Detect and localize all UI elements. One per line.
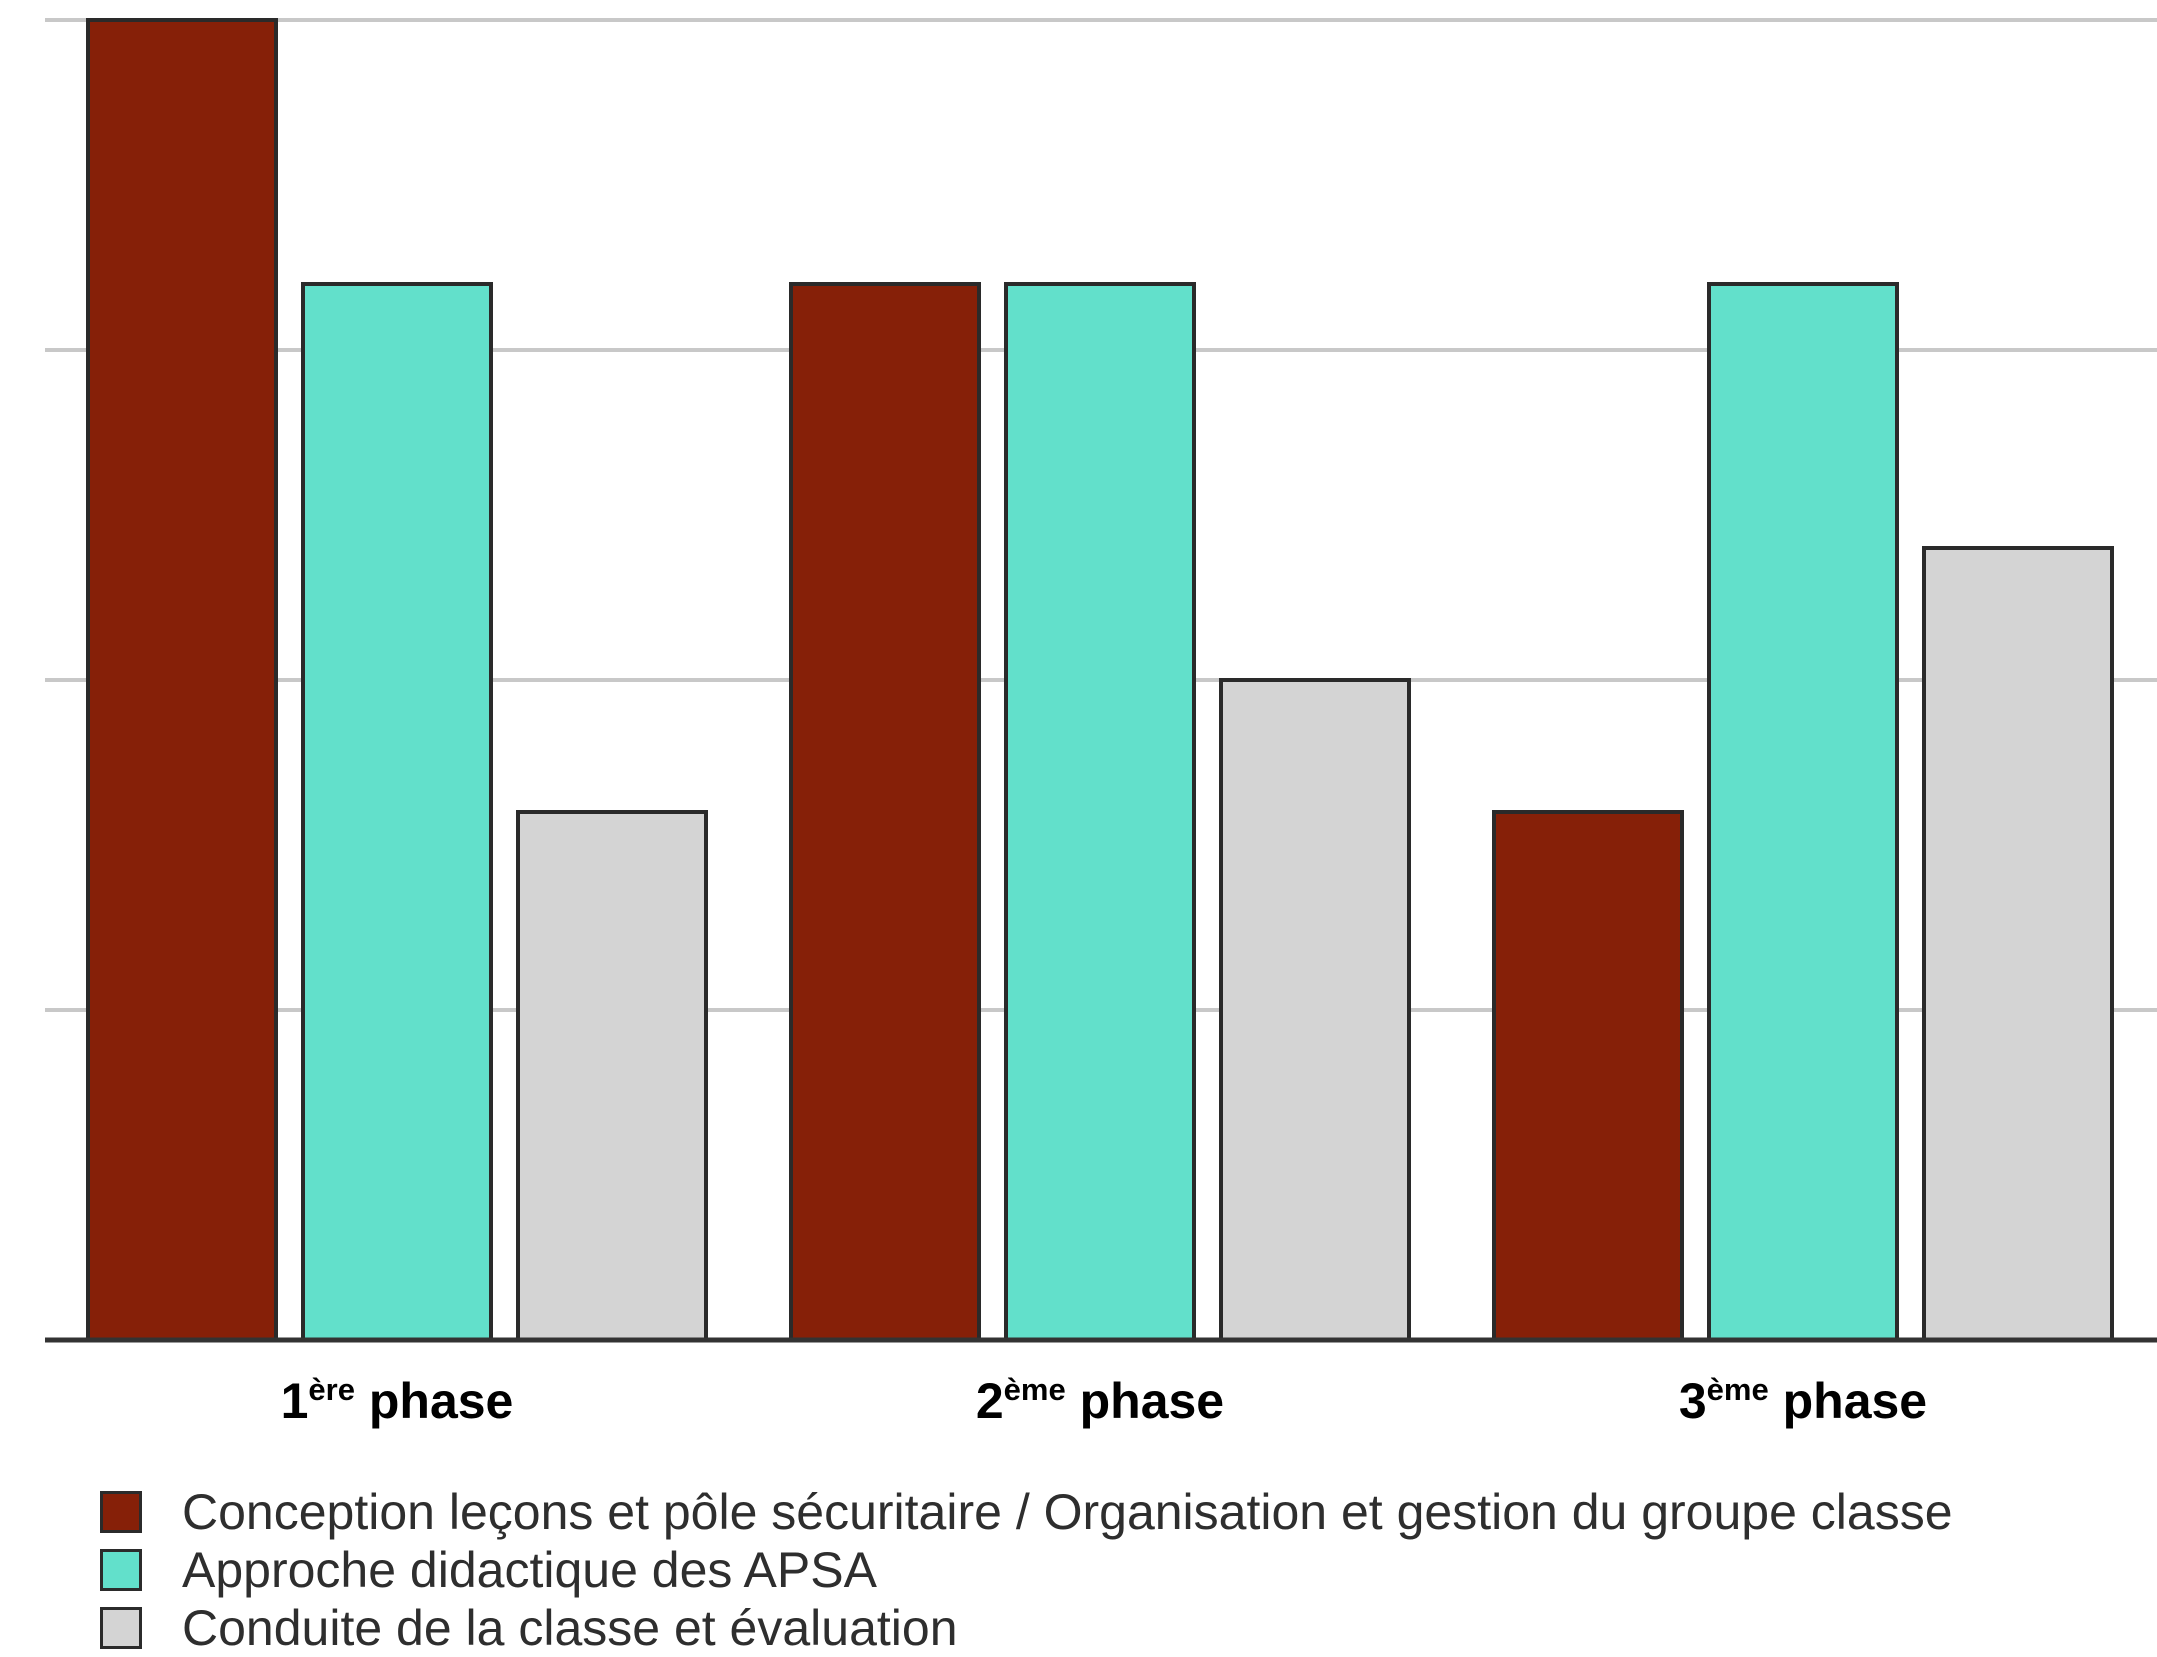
legend-item-3: Conduite de la classe et évaluation	[100, 1599, 1953, 1657]
bar-series3-3	[1922, 546, 2114, 1342]
bar-series2-2	[1004, 282, 1196, 1342]
legend-label-3: Conduite de la classe et évaluation	[182, 1600, 958, 1656]
bar-series3-2	[1219, 678, 1411, 1342]
legend-label-1: Conception leçons et pôle sécuritaire / …	[182, 1484, 1953, 1540]
legend-swatch-3	[100, 1607, 142, 1649]
bar-series1-1	[86, 18, 278, 1342]
legend-label-2: Approche didactique des APSA	[182, 1542, 877, 1598]
legend-swatch-1	[100, 1491, 142, 1533]
legend-item-2: Approche didactique des APSA	[100, 1541, 1953, 1599]
x-tick-label-2: 2ème phase	[976, 1372, 1224, 1429]
bar-series1-3	[1492, 810, 1684, 1342]
bar-series3-1	[516, 810, 708, 1342]
legend-swatch-2	[100, 1549, 142, 1591]
bar-series2-1	[301, 282, 493, 1342]
legend-item-1: Conception leçons et pôle sécuritaire / …	[100, 1483, 1953, 1541]
x-tick-label-3: 3ème phase	[1679, 1372, 1927, 1429]
chart-legend: Conception leçons et pôle sécuritaire / …	[100, 1483, 1953, 1657]
bar-series1-2	[789, 282, 981, 1342]
chart-canvas: 1ère phase 2ème phase 3ème phase	[45, 18, 2157, 1429]
x-tick-label-1: 1ère phase	[281, 1372, 514, 1429]
bar-series2-3	[1707, 282, 1899, 1342]
